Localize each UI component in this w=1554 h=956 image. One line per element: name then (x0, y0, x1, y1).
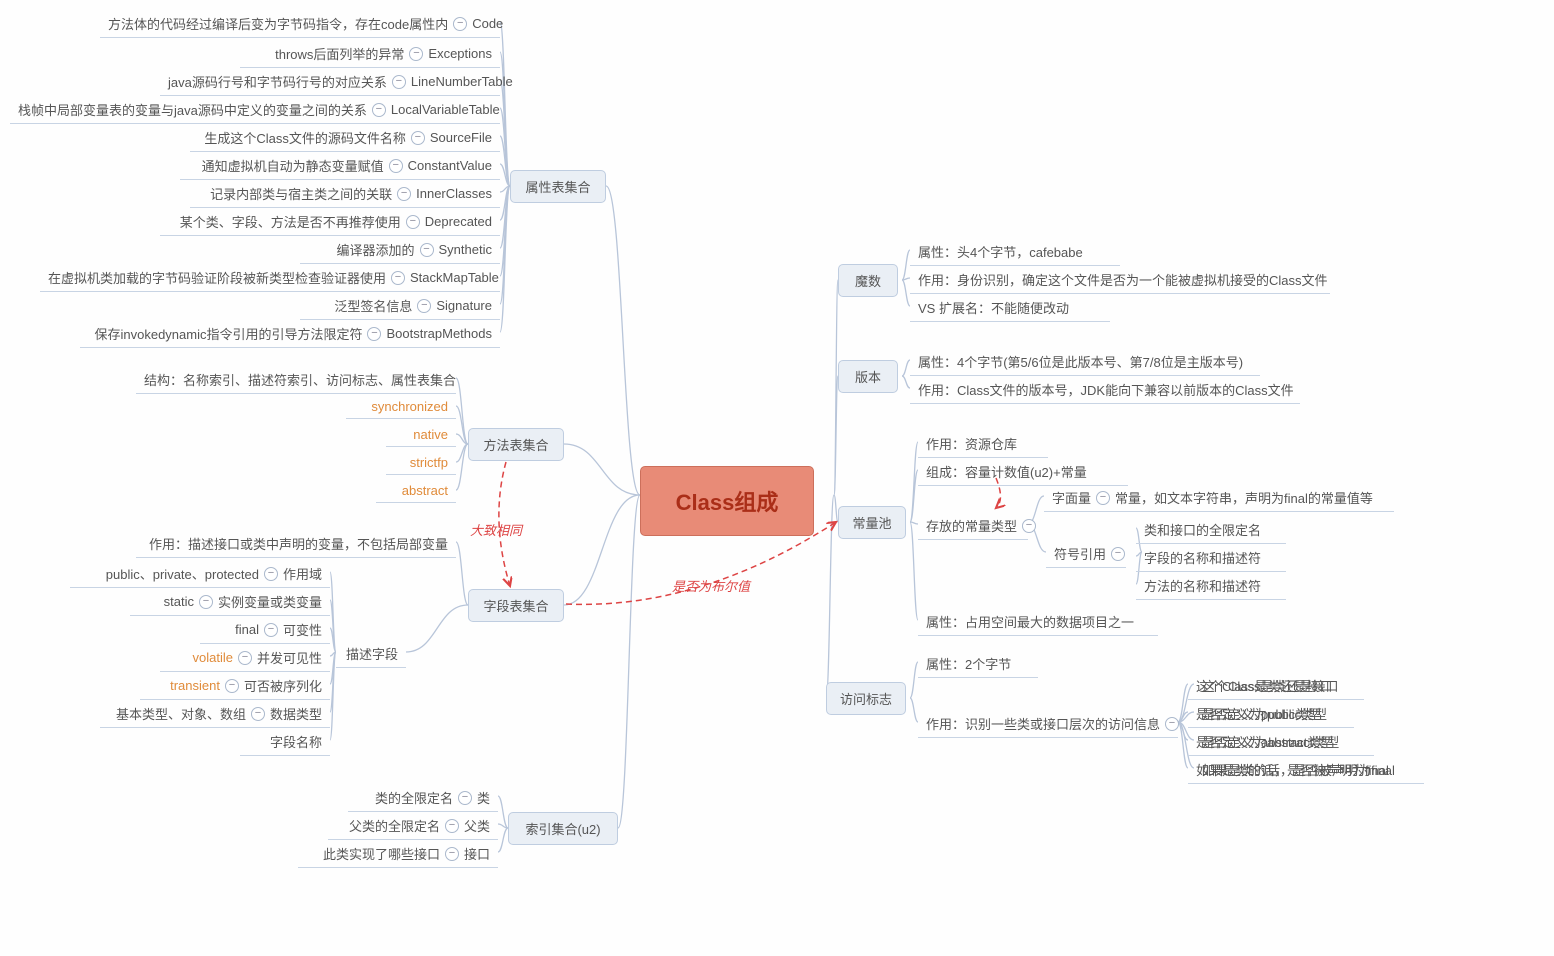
leaf[interactable]: 生成这个Class文件的源码文件名称−SourceFile (190, 124, 500, 152)
leaf[interactable]: 属性：头4个字节，cafebabe (910, 238, 1120, 266)
leaf[interactable]: 作用：资源仓库 (918, 430, 1048, 458)
collapse-icon[interactable]: − (1096, 491, 1110, 505)
leaf[interactable]: 作用：身份识别，确定这个文件是否为一个能被虚拟机接受的Class文件 (910, 266, 1330, 294)
leaf[interactable]: 字段名称 (240, 728, 330, 756)
collapse-icon[interactable]: − (238, 651, 252, 665)
leaf[interactable]: 组成：容量计数值(u2)+常量 (918, 458, 1128, 486)
leaf[interactable]: 此类实现了哪些接口−接口 (298, 840, 498, 868)
subnode[interactable]: 存放的常量类型− (918, 512, 1028, 540)
leaf[interactable]: abstract (376, 478, 456, 503)
collapse-icon[interactable]: − (392, 75, 406, 89)
collapse-icon[interactable]: − (417, 299, 431, 313)
leaf[interactable]: 在虚拟机类加载的字节码验证阶段被新类型检查验证器使用−StackMapTable (40, 264, 500, 292)
relation-label: 大致相同 (470, 520, 522, 539)
leaf[interactable]: public、private、protected−作用域 (70, 560, 330, 588)
leaf[interactable]: 基本类型、对象、数组−数据类型 (100, 700, 330, 728)
branch-indexSet[interactable]: 索引集合(u2) (508, 812, 618, 845)
branch-version[interactable]: 版本 (838, 360, 898, 393)
collapse-icon[interactable]: − (445, 819, 459, 833)
leaf[interactable]: 保存invokedynamic指令引用的引导方法限定符−BootstrapMet… (80, 320, 500, 348)
leaf[interactable]: 字段的名称和描述符 (1136, 544, 1286, 572)
root-node[interactable]: Class组成 (640, 466, 814, 536)
leaf[interactable]: strictfp (386, 450, 456, 475)
leaf[interactable]: 结构：名称索引、描述符索引、访问标志、属性表集合 (136, 366, 456, 394)
branch-attrTable[interactable]: 属性表集合 (510, 170, 606, 203)
collapse-icon[interactable]: − (389, 159, 403, 173)
collapse-icon[interactable]: − (397, 187, 411, 201)
collapse-icon[interactable]: − (391, 271, 405, 285)
relation-label: 是否为布尔值 (672, 576, 750, 595)
subnode[interactable]: 作用：识别一些类或接口层次的访问信息− (918, 710, 1178, 738)
leaf[interactable]: 泛型签名信息−Signature (300, 292, 500, 320)
leaf[interactable]: 属性：占用空间最大的数据项目之一 (918, 608, 1158, 636)
leaf[interactable]: native (386, 422, 456, 447)
collapse-icon[interactable]: − (1165, 717, 1179, 731)
leaf[interactable]: 类和接口的全限定名 (1136, 516, 1286, 544)
collapse-icon[interactable]: − (251, 707, 265, 721)
leaf[interactable]: throws后面列举的异常−Exceptions (240, 40, 500, 68)
collapse-icon[interactable]: − (411, 131, 425, 145)
leaf[interactable]: 属性：2个字节 (918, 650, 1038, 678)
leaf[interactable]: synchronized (346, 394, 456, 419)
collapse-icon[interactable]: − (406, 215, 420, 229)
leaf[interactable]: VS 扩展名：不能随便改动 (910, 294, 1110, 322)
collapse-icon[interactable]: − (458, 791, 472, 805)
leaf[interactable]: 方法的名称和描述符 (1136, 572, 1286, 600)
leaf[interactable]: 属性：4个字节(第5/6位是此版本号、第7/8位是主版本号) (910, 348, 1260, 376)
branch-accessFlag[interactable]: 访问标志 (826, 682, 906, 715)
collapse-icon[interactable]: − (225, 679, 239, 693)
collapse-icon[interactable]: − (453, 17, 467, 31)
branch-fieldTable[interactable]: 字段表集合 (468, 589, 564, 622)
branch-methodTable[interactable]: 方法表集合 (468, 428, 564, 461)
subnode[interactable]: 符号引用− (1046, 540, 1126, 568)
leaf[interactable]: static−实例变量或类变量 (130, 588, 330, 616)
leaf[interactable]: java源码行号和字节码行号的对应关系−LineNumberTable (160, 68, 500, 96)
leaf[interactable]: transient−可否被序列化 (140, 672, 330, 700)
collapse-icon[interactable]: − (409, 47, 423, 61)
collapse-icon[interactable]: − (264, 623, 278, 637)
leaf[interactable]: 某个类、字段、方法是否不再推荐使用−Deprecated (160, 208, 500, 236)
collapse-icon[interactable]: − (445, 847, 459, 861)
subnode[interactable]: 描述字段 (336, 640, 406, 668)
collapse-icon[interactable]: − (372, 103, 386, 117)
branch-magic[interactable]: 魔数 (838, 264, 898, 297)
leaf[interactable]: 方法体的代码经过编译后变为字节码指令，存在code属性内−Code (100, 10, 500, 38)
leaf[interactable]: volatile−并发可见性 (160, 644, 330, 672)
collapse-icon[interactable]: − (199, 595, 213, 609)
collapse-icon[interactable]: − (1022, 519, 1036, 533)
leaf[interactable]: 作用：描述接口或类中声明的变量，不包括局部变量 (136, 530, 456, 558)
leaf[interactable]: final−可变性 (200, 616, 330, 644)
leaf[interactable]: 如果是类的话，是否被声明为final (1188, 756, 1418, 784)
leaf[interactable]: 这个Class是类还是接口 (1188, 672, 1358, 700)
leaf[interactable]: 父类的全限定名−父类 (328, 812, 498, 840)
leaf[interactable]: 是否定义为public类型 (1188, 700, 1348, 728)
leaf[interactable]: 作用：Class文件的版本号，JDK能向下兼容以前版本的Class文件 (910, 376, 1300, 404)
leaf[interactable]: 是否定义为abstract类型 (1188, 728, 1368, 756)
collapse-icon[interactable]: − (420, 243, 434, 257)
leaf[interactable]: 类的全限定名−类 (348, 784, 498, 812)
collapse-icon[interactable]: − (367, 327, 381, 341)
collapse-icon[interactable]: − (264, 567, 278, 581)
leaf[interactable]: 栈帧中局部变量表的变量与java源码中定义的变量之间的关系−LocalVaria… (10, 96, 500, 124)
collapse-icon[interactable]: − (1111, 547, 1125, 561)
leaf[interactable]: 字面量−常量，如文本字符串，声明为final的常量值等 (1044, 484, 1394, 512)
leaf[interactable]: 记录内部类与宿主类之间的关联−InnerClasses (190, 180, 500, 208)
leaf[interactable]: 编译器添加的−Synthetic (300, 236, 500, 264)
branch-constPool[interactable]: 常量池 (838, 506, 906, 539)
leaf[interactable]: 通知虚拟机自动为静态变量赋值−ConstantValue (180, 152, 500, 180)
